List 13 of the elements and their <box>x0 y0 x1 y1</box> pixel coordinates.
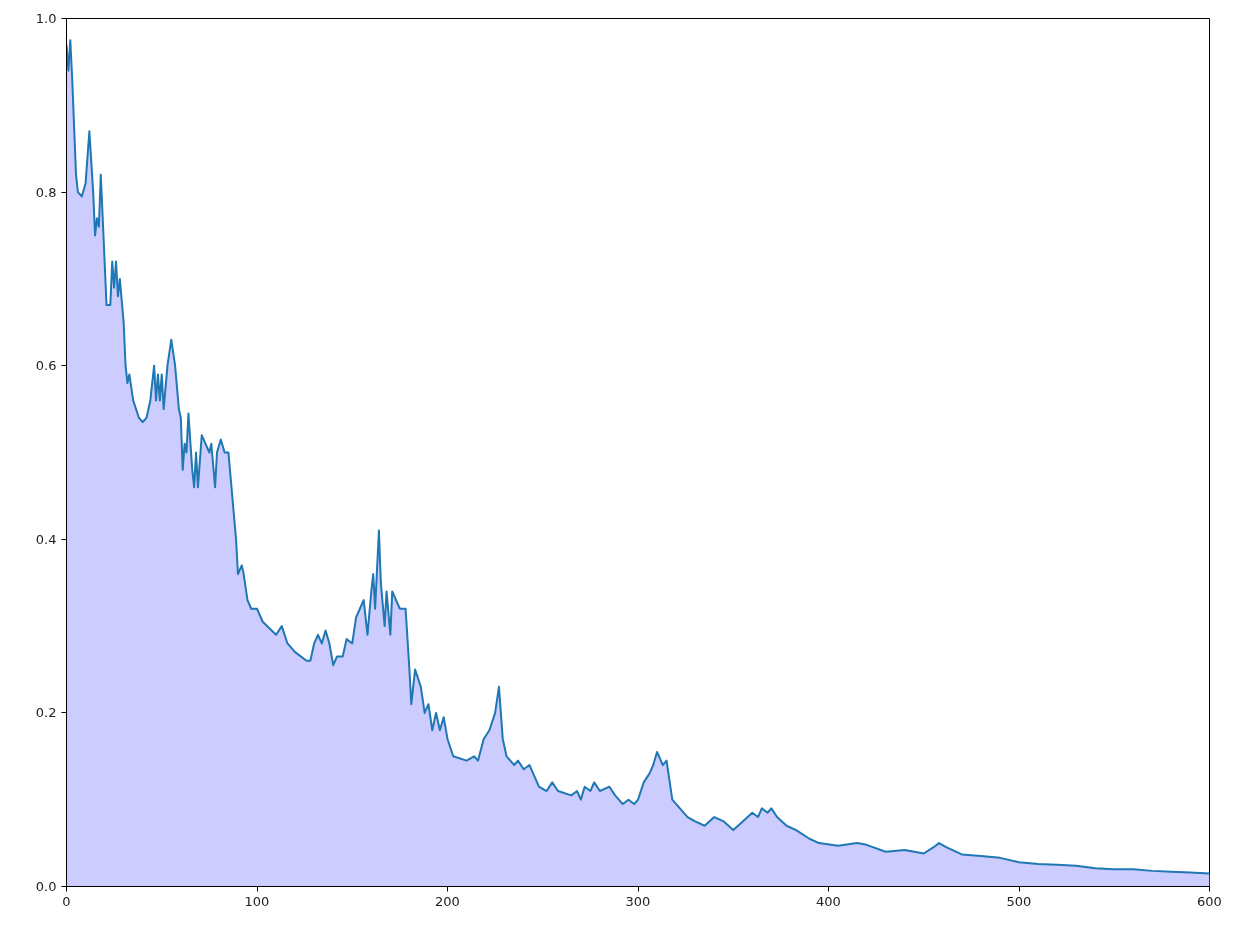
x-tick-label: 500 <box>1006 893 1032 909</box>
x-tick-label: 400 <box>816 893 841 909</box>
y-tick-label: 1.0 <box>35 11 57 26</box>
x-tick-label: 100 <box>244 893 270 909</box>
x-tick-label: 200 <box>435 893 460 909</box>
y-tick-label: 0.8 <box>35 184 57 200</box>
x-tick-label: 0 <box>62 893 71 909</box>
y-tick-label: 0.2 <box>35 705 57 721</box>
x-tick-label: 600 <box>1197 893 1222 909</box>
y-tick-label: 0.6 <box>35 358 57 374</box>
y-tick-label: 0.4 <box>35 531 57 547</box>
x-tick-label: 300 <box>625 893 651 909</box>
y-tick-label: 0.0 <box>35 879 57 894</box>
